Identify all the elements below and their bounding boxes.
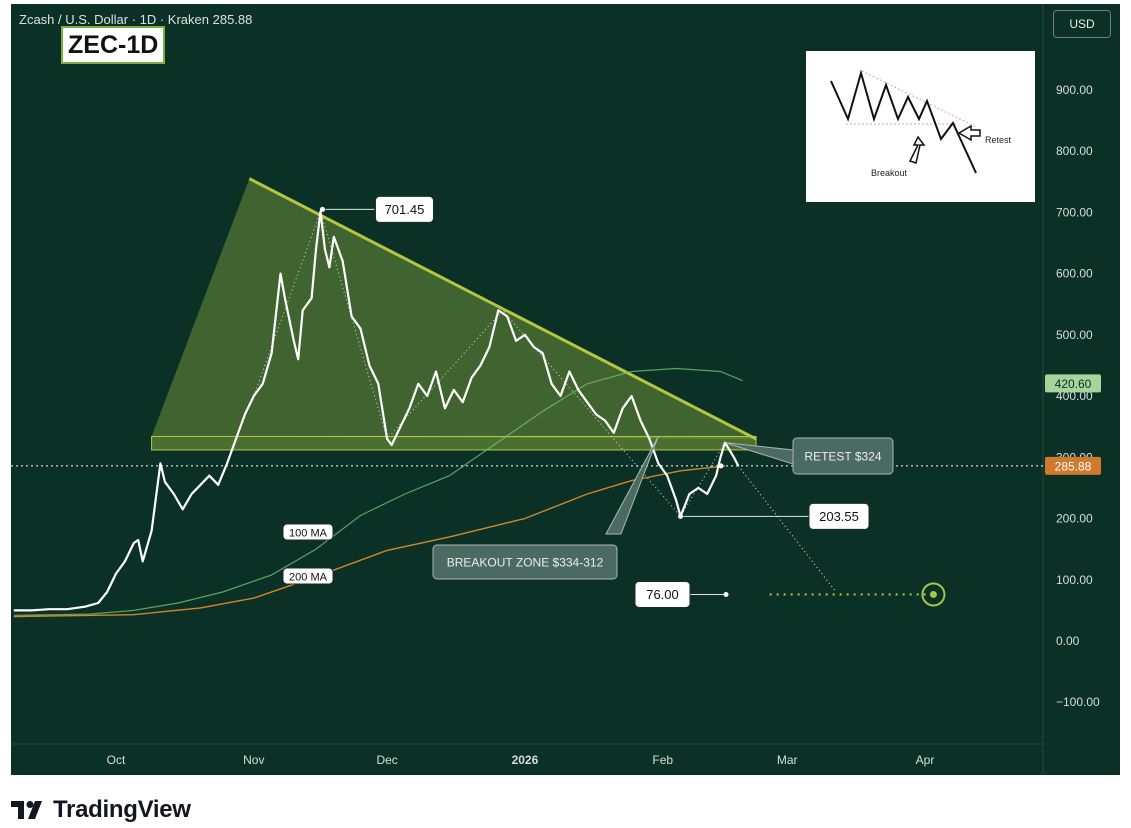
symbol-title: Zcash / U.S. Dollar · 1D · Kraken 285.88 xyxy=(19,12,253,27)
x-tick-label: 2026 xyxy=(512,753,539,767)
low-marker xyxy=(678,513,684,519)
breakout-label-box xyxy=(432,544,618,580)
tradingview-logo[interactable]: TradingView xyxy=(11,794,191,826)
y-tick-label: 700.00 xyxy=(1056,205,1093,219)
y-tick-label: −100.00 xyxy=(1056,695,1100,709)
inset-pattern-drawing: Retest Breakout xyxy=(830,69,1012,178)
x-tick-label: Feb xyxy=(652,753,673,767)
tradingview-wordmark: TradingView xyxy=(53,796,191,823)
price-tag-text: 285.88 xyxy=(1055,459,1092,473)
retest-label-text: RETEST $324 xyxy=(804,450,881,464)
price-chart[interactable]: 701.45 RETEST $324 203.55 76.00 BREAKOUT ZON… xyxy=(11,4,1120,775)
y-tick-label: 900.00 xyxy=(1056,83,1093,97)
descending-trendline xyxy=(248,177,757,441)
target-circle-icon xyxy=(921,582,946,607)
y-tick-label: 0.00 xyxy=(1056,634,1080,648)
high-marker xyxy=(319,206,325,212)
breakout-pointer xyxy=(605,436,659,535)
breakout-label-text: BREAKOUT ZONE $334-312 xyxy=(447,556,604,570)
low-label-text: 203.55 xyxy=(819,509,859,524)
target-label-box xyxy=(634,580,691,608)
x-tick-label: Dec xyxy=(376,753,397,767)
price-line xyxy=(13,210,740,612)
ticker-badge: ZEC-1D xyxy=(61,26,166,64)
ma200-label-box xyxy=(282,567,334,585)
y-tick-label: 800.00 xyxy=(1056,144,1093,158)
high-label-text: 701.45 xyxy=(385,202,425,217)
price-tag-box xyxy=(1045,374,1101,393)
y-tick-label: 100.00 xyxy=(1056,573,1093,587)
swing-path xyxy=(253,209,726,518)
inset-retest-label: Retest xyxy=(985,135,1012,145)
inset-breakout-label: Breakout xyxy=(871,168,908,178)
projection-line xyxy=(737,465,837,593)
ma100-line xyxy=(13,367,743,616)
target-marker xyxy=(723,591,729,597)
breakout-retest-inset: Retest Breakout xyxy=(806,51,1035,202)
y-tick-label: 500.00 xyxy=(1056,328,1093,342)
target-label-text: 76.00 xyxy=(646,587,679,602)
tradingview-logo-icon xyxy=(11,801,42,819)
y-tick-label: 200.00 xyxy=(1056,512,1093,526)
high-label-box xyxy=(374,195,434,223)
retest-label-box xyxy=(792,437,894,475)
breakout-arrow-icon xyxy=(908,135,926,164)
ma200-line xyxy=(13,465,726,618)
currency-button[interactable]: USD xyxy=(1053,10,1111,38)
breakout-zone-band xyxy=(151,435,757,451)
ma100-label-text: 100 MA xyxy=(289,528,328,540)
inset-price-path xyxy=(830,69,977,174)
current-price-marker xyxy=(718,463,724,469)
price-tag-box xyxy=(1045,456,1101,475)
x-tick-label: Apr xyxy=(916,753,935,767)
y-tick-label: 600.00 xyxy=(1056,267,1093,281)
ma200-label-text: 200 MA xyxy=(289,572,328,584)
target-dot xyxy=(929,590,937,598)
x-tick-label: Mar xyxy=(777,753,798,767)
triangle-fill xyxy=(151,178,757,439)
x-tick-label: Oct xyxy=(107,753,126,767)
retest-arrow-icon xyxy=(957,124,981,142)
price-tag-text: 420.60 xyxy=(1055,377,1092,391)
inset-trendline xyxy=(861,70,977,128)
low-label-box xyxy=(808,502,870,530)
chart-panel[interactable]: 701.45 RETEST $324 203.55 76.00 BREAKOUT ZON… xyxy=(11,4,1120,775)
ma100-label-box xyxy=(282,523,334,541)
y-tick-label: 400.00 xyxy=(1056,389,1093,403)
x-tick-label: Nov xyxy=(243,753,264,767)
